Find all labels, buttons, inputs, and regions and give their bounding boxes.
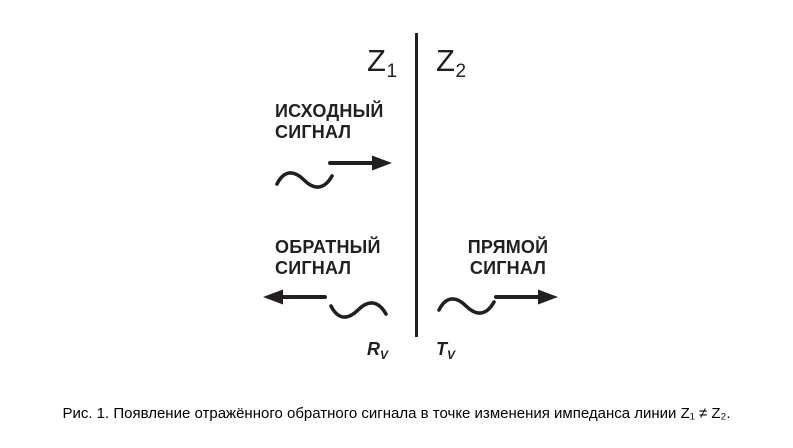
arrow-left-icon: [263, 289, 327, 305]
impedance-z2-label: Z2: [436, 45, 467, 81]
tv-base: T: [436, 339, 447, 359]
inverted-sine-wave-icon: [329, 301, 388, 319]
arrow-right-icon: [494, 289, 558, 305]
transmission-coefficient-label: TV: [436, 340, 455, 361]
forward-signal-label: ПРЯМОЙ СИГНАЛ: [462, 237, 554, 279]
forward-signal-line1: ПРЯМОЙ: [467, 237, 549, 257]
rv-subscript: V: [380, 348, 389, 362]
tv-subscript: V: [447, 348, 456, 362]
original-signal-label: ИСХОДНЫЙ СИГНАЛ: [275, 101, 384, 143]
impedance-z1-label: Z1: [367, 45, 398, 81]
original-signal-line1: ИСХОДНЫЙ: [275, 101, 384, 121]
reflection-coefficient-label: RV: [367, 340, 388, 361]
reverse-signal-label: ОБРАТНЫЙ СИГНАЛ: [275, 237, 381, 279]
reverse-signal-line2: СИГНАЛ: [275, 258, 352, 278]
z2-subscript: 2: [455, 61, 467, 82]
figure-caption: Рис. 1. Появление отражённого обратного …: [62, 405, 731, 422]
z1-base: Z: [367, 43, 387, 78]
sine-wave-icon: [275, 171, 334, 189]
rv-base: R: [367, 339, 380, 359]
original-signal-line2: СИГНАЛ: [275, 122, 352, 142]
forward-signal-line2: СИГНАЛ: [469, 258, 547, 278]
reverse-signal-line1: ОБРАТНЫЙ: [275, 237, 381, 257]
sine-wave-icon: [437, 297, 496, 315]
z1-subscript: 1: [386, 61, 398, 82]
arrow-right-icon: [328, 155, 392, 171]
z2-base: Z: [436, 43, 456, 78]
impedance-boundary-line: [415, 33, 418, 337]
